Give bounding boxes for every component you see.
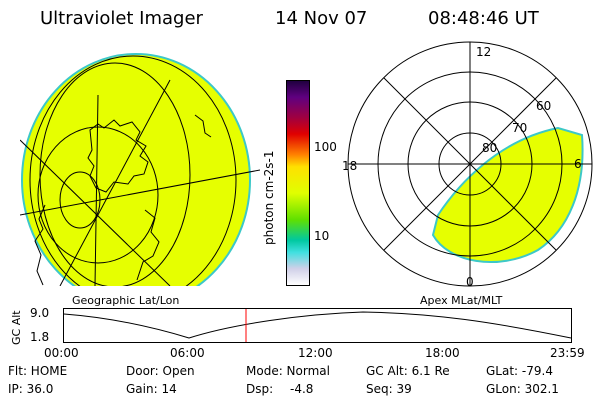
altitude-plot bbox=[63, 308, 572, 343]
lat-label-70: 70 bbox=[512, 121, 527, 135]
mlt-label-6: 6 bbox=[574, 157, 582, 171]
colorbar bbox=[286, 80, 310, 286]
ip-info: IP: 36.0 bbox=[8, 382, 54, 396]
app-title: Ultraviolet Imager bbox=[40, 8, 203, 29]
right-panel-label: Apex MLat/MLT bbox=[420, 294, 503, 307]
time-tick-2: 12:00 bbox=[298, 346, 333, 360]
time-label: 08:48:46 UT bbox=[428, 8, 539, 29]
lat-label-80: 80 bbox=[482, 141, 497, 155]
altitude-min-label: 1.8 bbox=[30, 330, 50, 344]
dsp-value: -4.8 bbox=[290, 382, 314, 396]
colorbar-tick-100: 100 bbox=[314, 140, 337, 154]
mlt-label-0: 0 bbox=[466, 275, 474, 289]
polar-plot: 12 18 6 0 60 70 80 bbox=[342, 41, 593, 289]
glat-info: GLat: -79.4 bbox=[486, 364, 553, 378]
gc-altitude-info: GC Alt: 6.1 Re bbox=[366, 364, 450, 378]
geographic-map bbox=[20, 53, 260, 286]
lat-label-60: 60 bbox=[536, 99, 551, 113]
time-tick-4: 23:59 bbox=[550, 346, 585, 360]
time-tick-0: 00:00 bbox=[44, 346, 79, 360]
flight-info: Flt: HOME bbox=[8, 364, 68, 378]
left-panel-label: Geographic Lat/Lon bbox=[72, 294, 180, 307]
gain-info: Gain: 14 bbox=[126, 382, 177, 396]
sequence-info: Seq: 39 bbox=[366, 382, 412, 396]
altitude-max-label: 9.0 bbox=[30, 306, 50, 320]
mode-info: Mode: Normal bbox=[246, 364, 330, 378]
dsp-label: Dsp: bbox=[246, 382, 274, 396]
colorbar-unit-label: photon cm-2s-1 bbox=[262, 150, 276, 246]
altitude-curve bbox=[63, 311, 572, 339]
glon-info: GLon: 302.1 bbox=[486, 382, 559, 396]
mlt-label-18: 18 bbox=[342, 159, 357, 173]
date-label: 14 Nov 07 bbox=[275, 8, 368, 29]
time-tick-1: 06:00 bbox=[170, 346, 205, 360]
colorbar-tick-10: 10 bbox=[314, 229, 330, 243]
coastline bbox=[87, 119, 149, 193]
time-tick-3: 18:00 bbox=[425, 346, 460, 360]
altitude-axis-label: GC Alt bbox=[10, 310, 23, 345]
mlt-label-12: 12 bbox=[476, 45, 491, 59]
door-info: Door: Open bbox=[126, 364, 195, 378]
